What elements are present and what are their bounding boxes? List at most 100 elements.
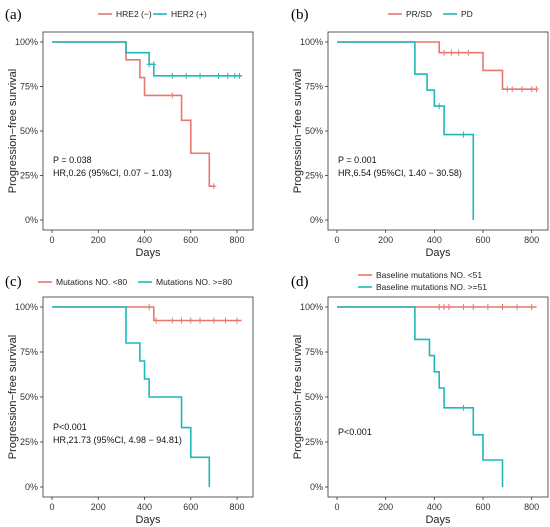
censor-mark — [183, 72, 189, 79]
y-tick-label: 75% — [305, 82, 323, 92]
x-axis-title: Days — [135, 514, 161, 526]
censor-mark — [470, 304, 476, 310]
plot-frame — [42, 296, 254, 498]
stat-annotation: HR,21.73 (95%CI, 4.98 − 94.81) — [53, 435, 182, 445]
censor-mark — [188, 317, 194, 324]
censor-mark — [236, 72, 242, 79]
x-tick-label: 800 — [230, 235, 245, 245]
x-axis-title: Days — [425, 247, 451, 259]
censor-mark — [211, 183, 217, 190]
censor-mark — [216, 72, 222, 79]
y-tick-label: 0% — [310, 215, 323, 225]
censor-mark — [151, 61, 157, 68]
censor-mark — [211, 317, 217, 324]
plot-frame — [327, 296, 549, 498]
legend-label: Mutations NO. >=80 — [156, 277, 232, 287]
y-tick-label: 50% — [20, 392, 38, 402]
censor-mark — [534, 86, 540, 93]
y-tick-label: 0% — [25, 482, 38, 492]
y-axis-title: Progression−free survival — [7, 335, 19, 459]
x-tick-label: 0 — [334, 502, 339, 512]
censor-mark — [222, 317, 228, 324]
legend-label: Baseline mutations NO. >=51 — [376, 282, 487, 292]
censor-mark — [461, 131, 467, 138]
censor-mark — [529, 86, 535, 93]
series-line-1 — [337, 41, 537, 90]
series-line-2 — [52, 41, 242, 77]
x-axis-title: Days — [425, 514, 451, 526]
x-tick-label: 0 — [49, 235, 54, 245]
x-tick-label: 400 — [137, 502, 152, 512]
series-line-2 — [52, 306, 211, 487]
series-line-1 — [52, 41, 214, 187]
x-tick-label: 400 — [427, 235, 442, 245]
censor-mark — [436, 304, 442, 310]
censor-mark — [232, 72, 238, 79]
x-tick-label: 200 — [91, 502, 106, 512]
chart-panel-1: (a) 0% 25% 50% 75% 100% 0 200 400 600 800 Days Progr… — [5, 7, 254, 259]
y-tick-label: 50% — [305, 126, 323, 136]
legend: PR/SD PD — [388, 9, 473, 19]
x-tick-label: 600 — [476, 502, 491, 512]
x-tick-label: 800 — [230, 502, 245, 512]
censor-mark — [234, 317, 240, 324]
censor-mark — [465, 49, 471, 56]
censor-mark — [169, 317, 175, 324]
x-tick-label: 200 — [378, 502, 393, 512]
series-line-1 — [52, 306, 242, 322]
x-axis-title: Days — [135, 247, 161, 259]
x-tick-label: 400 — [427, 502, 442, 512]
stat-annotation: HR,0.26 (95%CI, 0.07 − 1.03) — [53, 168, 172, 178]
censor-mark — [146, 61, 152, 68]
y-tick-label: 100% — [15, 37, 38, 47]
censor-mark — [146, 304, 152, 310]
censor-mark — [485, 304, 491, 310]
y-tick-label: 75% — [20, 347, 38, 357]
y-tick-label: 100% — [15, 302, 38, 312]
x-tick-label: 400 — [137, 235, 152, 245]
plot-frame — [327, 31, 549, 231]
series-line-2 — [337, 306, 504, 487]
y-tick-label: 25% — [305, 171, 323, 181]
censor-mark — [519, 86, 525, 93]
legend-label: PR/SD — [406, 9, 432, 19]
y-tick-label: 75% — [305, 347, 323, 357]
stat-annotation: P = 0.038 — [53, 155, 92, 165]
x-tick-label: 600 — [183, 235, 198, 245]
censor-mark — [169, 92, 175, 99]
legend: HRE2 (−) HER2 (+) — [98, 9, 207, 19]
censor-mark — [461, 304, 467, 310]
stat-annotation: P<0.001 — [53, 422, 87, 432]
panel-label: (a) — [5, 7, 22, 23]
censor-mark — [514, 304, 520, 310]
censor-mark — [169, 72, 175, 79]
censor-mark — [179, 317, 185, 324]
y-tick-label: 100% — [300, 37, 323, 47]
panel-label: (c) — [5, 274, 22, 290]
censor-mark — [529, 304, 535, 310]
censor-mark — [499, 304, 505, 310]
y-axis-title: Progression−free survival — [292, 69, 304, 193]
chart-panel-3: (c) 0% 25% 50% 75% 100% 0 200 400 600 800 Days Progr… — [5, 274, 254, 526]
censor-mark — [197, 72, 203, 79]
x-tick-label: 200 — [378, 235, 393, 245]
legend-label: HER2 (+) — [171, 9, 207, 19]
censor-mark — [153, 317, 159, 324]
stat-annotation: P<0.001 — [338, 427, 372, 437]
legend-label: PD — [461, 9, 473, 19]
y-tick-label: 25% — [20, 171, 38, 181]
y-tick-label: 75% — [20, 82, 38, 92]
censor-mark — [225, 72, 231, 79]
y-tick-label: 0% — [310, 482, 323, 492]
legend-label: Baseline mutations NO. <51 — [376, 270, 482, 280]
y-tick-label: 0% — [25, 215, 38, 225]
censor-mark — [456, 49, 462, 56]
series-line-2 — [337, 41, 475, 220]
panel-label: (d) — [291, 274, 309, 290]
y-axis-title: Progression−free survival — [292, 335, 304, 459]
censor-mark — [461, 404, 467, 411]
y-tick-label: 25% — [20, 437, 38, 447]
x-tick-label: 800 — [524, 502, 539, 512]
censor-mark — [504, 86, 510, 93]
